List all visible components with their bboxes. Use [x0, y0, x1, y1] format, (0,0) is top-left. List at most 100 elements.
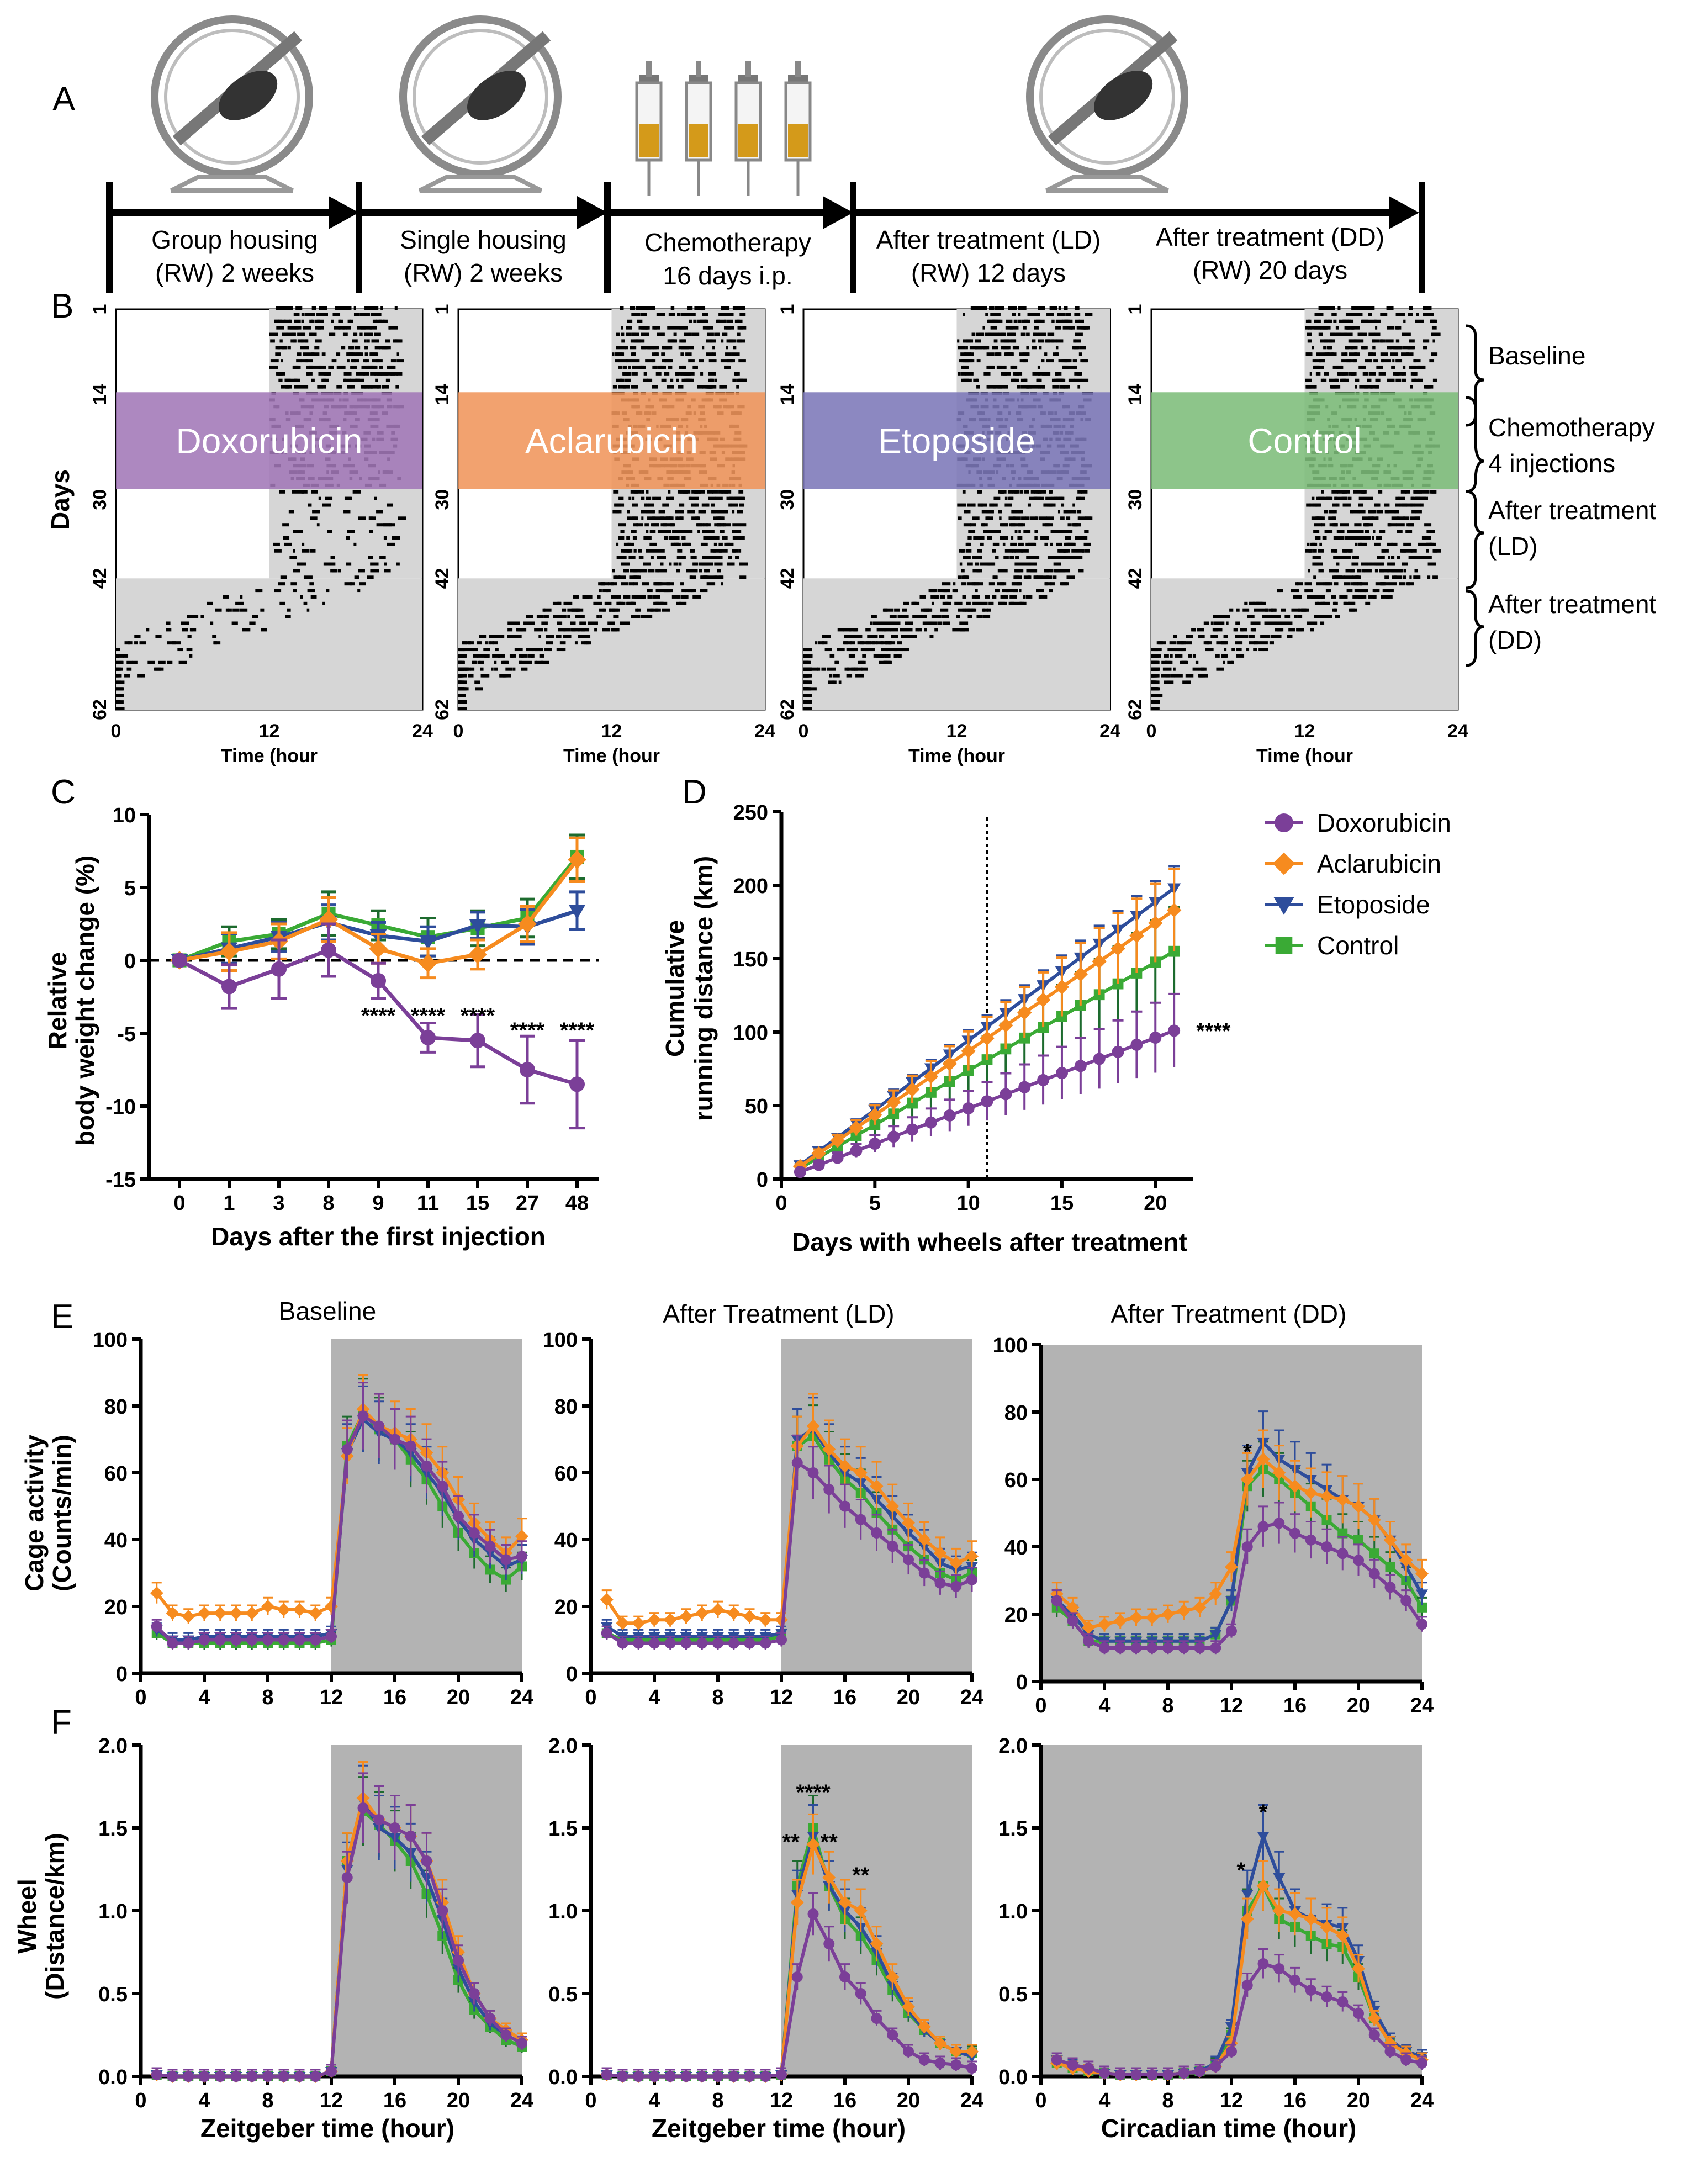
activity-tick [295, 306, 303, 310]
activity-tick [1026, 332, 1030, 336]
y-tick-label: -5 [117, 1023, 136, 1046]
activity-tick [1012, 365, 1018, 369]
activity-tick [1269, 641, 1274, 645]
activity-tick [383, 536, 387, 540]
activity-tick [699, 569, 702, 573]
activity-tick [995, 556, 999, 559]
activity-tick [1009, 332, 1016, 336]
activity-tick [641, 332, 649, 336]
activity-tick [969, 346, 977, 350]
activity-tick [622, 385, 630, 389]
activity-tick [726, 313, 734, 316]
time-tick-label: 24 [1099, 721, 1120, 742]
activity-tick [693, 319, 697, 323]
activity-tick [650, 608, 659, 612]
data-point [886, 1095, 901, 1110]
activity-tick [331, 359, 337, 363]
activity-tick [995, 352, 1002, 356]
activity-tick [706, 562, 712, 566]
activity-tick [1257, 601, 1266, 605]
activity-tick [965, 542, 970, 546]
activity-tick [1315, 359, 1321, 363]
activity-tick [1041, 359, 1045, 363]
legend-label: Control [1317, 931, 1399, 960]
activity-tick [899, 615, 907, 618]
activity-tick [1328, 346, 1332, 350]
activity-tick [902, 648, 909, 652]
activity-tick [954, 601, 963, 605]
activity-tick [526, 648, 533, 652]
activity-tick [535, 648, 541, 652]
stage-1-line2: (RW) 2 weeks [155, 258, 314, 287]
significance-label: **** [361, 1004, 396, 1028]
activity-tick [308, 503, 312, 507]
activity-tick [1325, 352, 1333, 356]
activity-tick [723, 523, 731, 527]
activity-tick [709, 385, 717, 389]
activity-tick [275, 352, 281, 356]
activity-tick [213, 641, 217, 645]
activity-tick [1353, 313, 1363, 316]
activity-tick [1300, 608, 1308, 612]
activity-tick [723, 510, 728, 514]
activity-tick [283, 536, 290, 540]
activity-tick [849, 628, 854, 632]
activity-tick [485, 641, 488, 645]
activity-tick [621, 562, 629, 566]
activity-tick [724, 365, 731, 369]
activity-tick [836, 674, 840, 678]
data-point [1168, 1024, 1181, 1037]
activity-tick [1058, 306, 1061, 310]
activity-tick [1409, 339, 1415, 343]
activity-tick [563, 601, 573, 605]
activity-tick [1362, 319, 1368, 323]
activity-tick [317, 385, 324, 389]
activity-tick [1432, 378, 1437, 382]
activity-tick [293, 589, 297, 593]
panel-a: A [52, 15, 1425, 293]
timeline-stage-labels: Group housing (RW) 2 weeks Single housin… [151, 223, 1384, 290]
activity-tick [1151, 674, 1155, 678]
activity-tick [1423, 339, 1430, 343]
activity-tick [984, 562, 991, 566]
activity-tick [1368, 313, 1372, 316]
activity-tick [1236, 608, 1240, 612]
activity-tick [1396, 523, 1405, 527]
activity-tick [141, 674, 145, 678]
x-tick-label: 8 [712, 1686, 723, 1709]
activity-tick [1390, 556, 1395, 559]
activity-tick [1319, 523, 1323, 527]
activity-tick [475, 687, 483, 691]
activity-tick [207, 601, 213, 605]
activity-tick [1059, 549, 1066, 553]
activity-tick [1013, 575, 1020, 579]
activity-tick [1315, 503, 1320, 507]
activity-tick [1162, 667, 1172, 671]
activity-tick [1344, 601, 1350, 605]
activity-tick [278, 582, 285, 586]
activity-tick [1026, 346, 1029, 350]
activity-tick [650, 306, 655, 310]
activity-tick [499, 674, 508, 678]
actogram-constant-dark [116, 578, 422, 710]
activity-tick [1061, 503, 1065, 507]
activity-tick [646, 530, 649, 533]
activity-tick [717, 569, 721, 573]
activity-tick [1409, 306, 1413, 310]
activity-tick [1081, 378, 1089, 382]
y-tick-label: 150 [733, 948, 768, 971]
activity-tick [691, 516, 699, 520]
activity-tick [1019, 359, 1027, 363]
activity-tick [1151, 694, 1160, 697]
activity-tick [1350, 536, 1359, 540]
activity-tick [1307, 332, 1312, 336]
activity-tick [1025, 595, 1033, 599]
activity-tick [1176, 641, 1184, 645]
activity-tick [703, 536, 710, 540]
activity-tick [1358, 365, 1366, 369]
activity-tick [975, 562, 980, 566]
activity-tick [980, 542, 984, 546]
activity-tick [382, 385, 389, 389]
activity-tick [389, 365, 393, 369]
activity-tick [1167, 680, 1174, 684]
